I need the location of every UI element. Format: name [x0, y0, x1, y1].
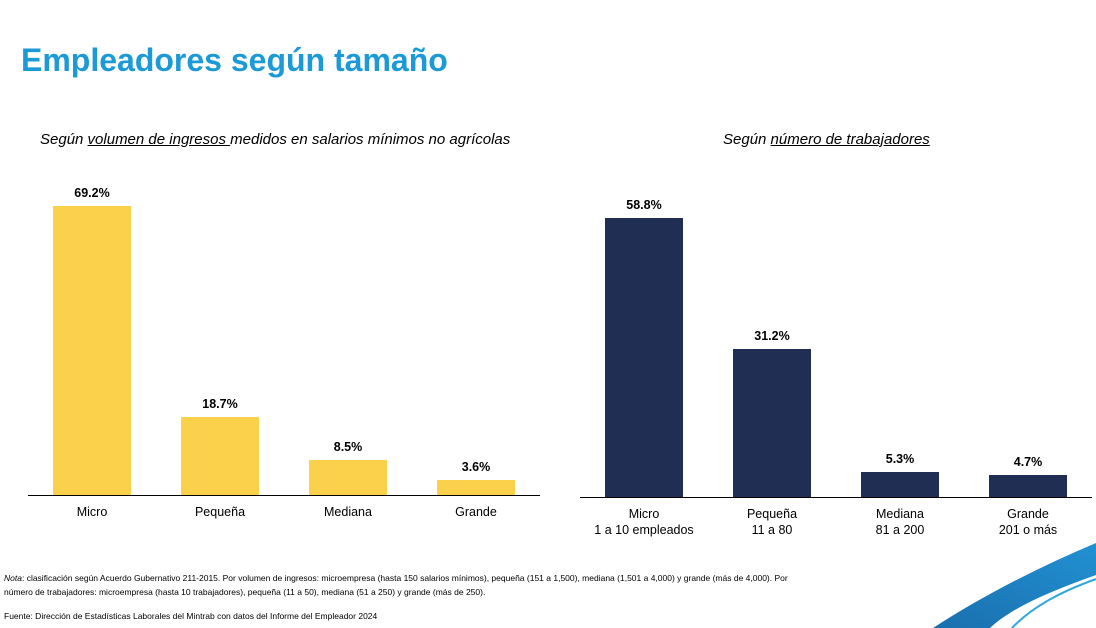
- bar-column-grande: 3.6%: [412, 460, 540, 495]
- x-axis-label-micro: Micro: [28, 504, 156, 520]
- bar-column-micro: 58.8%: [580, 198, 708, 497]
- subtitle-volumen-ingresos: Según volumen de ingresos medidos en sal…: [40, 131, 510, 148]
- footnote-line1: : clasificación según Acuerdo Gubernativ…: [21, 573, 788, 583]
- chart-numero-trabajadores: 58.8% 31.2% 5.3% 4.7% Micro 1 a 10 empleados…: [580, 167, 1092, 538]
- subtitle-left-underlined: volumen de ingresos: [87, 131, 231, 148]
- source-note: Fuente: Dirección de Estadísticas Labora…: [4, 611, 378, 621]
- bar-trabajadores-pequeña: [733, 349, 811, 497]
- x-axis-label-mediana: Mediana 81 a 200: [836, 506, 964, 538]
- chart-volumen-ingresos: 69.2% 18.7% 8.5% 3.6% Micro Pequeña Mediana Gr…: [28, 165, 540, 520]
- category-sublabel: 81 a 200: [875, 523, 925, 537]
- category-sublabel: 201 o más: [998, 523, 1058, 537]
- bar-column-micro: 69.2%: [28, 186, 156, 495]
- bar-trabajadores-mediana: [861, 471, 939, 497]
- subtitle-left-prefix: Según: [40, 131, 88, 148]
- x-axis-label-mediana: Mediana: [284, 504, 412, 520]
- subtitle-right-prefix: Según: [723, 131, 771, 148]
- x-axis-label-micro: Micro 1 a 10 empleados: [580, 506, 708, 538]
- bar-column-pequeña: 18.7%: [156, 397, 284, 495]
- decorative-swoosh: [933, 543, 1096, 628]
- subtitle-numero-trabajadores: Según número de trabajadores: [723, 131, 930, 148]
- bar-column-mediana: 5.3%: [836, 452, 964, 497]
- footnote-nota-label: Nota: [4, 573, 22, 583]
- bar-value-label: 4.7%: [1013, 454, 1043, 469]
- category-label: Mediana: [324, 505, 372, 519]
- category-label: Micro: [76, 505, 108, 519]
- bar-ingresos-micro: [53, 206, 131, 495]
- bar-value-label: 5.3%: [885, 451, 915, 466]
- plot-area-ingresos: 69.2% 18.7% 8.5% 3.6%: [28, 165, 540, 496]
- category-sublabel: 11 a 80: [751, 523, 793, 537]
- x-axis-label-grande: Grande: [412, 504, 540, 520]
- bar-value-label: 69.2%: [74, 186, 110, 200]
- bar-value-label: 8.5%: [333, 439, 363, 454]
- category-label: Grande: [1007, 507, 1049, 521]
- footnote: Nota: clasificación según Acuerdo Gubern…: [4, 571, 804, 599]
- bar-value-label: 18.7%: [202, 396, 238, 411]
- category-label: Pequeña: [746, 507, 798, 521]
- bar-value-label: 3.6%: [461, 460, 491, 474]
- swoosh-thin-line: [1011, 578, 1096, 628]
- x-axis-label-pequeña: Pequeña: [156, 504, 284, 520]
- category-sublabel: 1 a 10 empleados: [594, 523, 694, 537]
- category-label: Mediana: [876, 507, 924, 521]
- bar-ingresos-grande: [437, 480, 515, 495]
- bar-ingresos-mediana: [309, 459, 387, 495]
- category-label: Pequeña: [194, 505, 246, 519]
- page-title: Empleadores según tamaño: [21, 42, 448, 78]
- x-axis-label-pequeña: Pequeña 11 a 80: [708, 506, 836, 538]
- bar-ingresos-pequeña: [181, 416, 259, 495]
- subtitle-left-suffix: medidos en salarios mínimos no agrícolas: [230, 131, 511, 148]
- category-label: Grande: [455, 505, 497, 519]
- bar-value-label: 58.8%: [626, 198, 662, 212]
- bar-column-grande: 4.7%: [964, 455, 1092, 497]
- plot-area-trabajadores: 58.8% 31.2% 5.3% 4.7%: [580, 167, 1092, 498]
- category-label: Micro: [628, 507, 660, 521]
- footnote-line2: número de trabajadores: microempresa (ha…: [4, 587, 486, 597]
- bar-value-label: 31.2%: [754, 329, 790, 343]
- bar-column-mediana: 8.5%: [284, 439, 412, 495]
- bar-column-pequeña: 31.2%: [708, 329, 836, 497]
- swoosh-band: [933, 543, 1096, 628]
- x-axis-labels-trabajadores: Micro 1 a 10 empleados Pequeña 11 a 80 Media…: [580, 506, 1092, 538]
- subtitle-right-underlined: número de trabajadores: [770, 131, 930, 148]
- bar-trabajadores-grande: [989, 474, 1067, 497]
- x-axis-label-grande: Grande 201 o más: [964, 506, 1092, 538]
- bar-trabajadores-micro: [605, 218, 683, 497]
- x-axis-labels-ingresos: Micro Pequeña Mediana Grande: [28, 504, 540, 520]
